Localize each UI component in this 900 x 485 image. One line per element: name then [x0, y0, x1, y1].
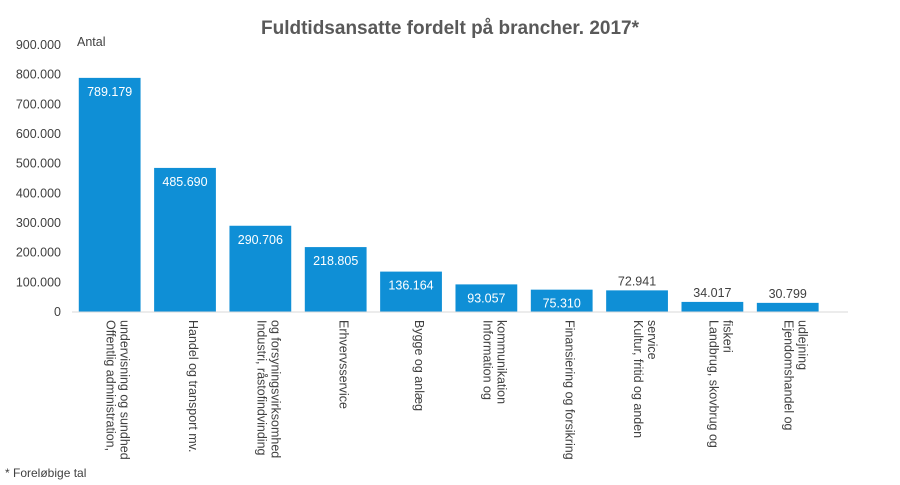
- bar: [606, 290, 668, 312]
- x-tick-label: Landbrug, skovbrug ogfiskeri: [706, 320, 734, 448]
- x-tick-label: Industri, råstofindvindingog forsyningsv…: [254, 320, 282, 458]
- y-tick-label: 0: [54, 305, 61, 319]
- bar: [380, 271, 442, 312]
- x-axis-categories: Offentlig administration,undervisning og…: [104, 320, 810, 460]
- bar: [455, 284, 518, 312]
- x-tick-label: Kultur, fritid og andenservice: [631, 320, 659, 438]
- y-tick-label: 500.000: [16, 157, 61, 171]
- y-tick-label: 800.000: [16, 68, 61, 82]
- x-tick-label: Ejendomshandel ogudlejning: [782, 320, 810, 431]
- x-tick-label: Erhvervsservice: [337, 320, 351, 409]
- bar: [681, 301, 744, 312]
- y-tick-label: 100.000: [16, 275, 61, 289]
- y-tick-label: 400.000: [16, 186, 61, 200]
- y-tick-label: 200.000: [16, 246, 61, 260]
- y-axis-unit-label: Antal: [77, 35, 106, 49]
- bar: [78, 77, 141, 313]
- x-tick-label: Information ogkommunikation: [480, 320, 508, 404]
- data-label: 34.017: [693, 286, 731, 300]
- y-tick-label: 600.000: [16, 127, 61, 141]
- data-label: 290.706: [238, 233, 283, 247]
- bar: [530, 289, 593, 312]
- y-tick-label: 900.000: [16, 38, 61, 52]
- x-tick-label: Offentlig administration,undervisning og…: [104, 320, 132, 460]
- data-label: 136.164: [388, 279, 433, 293]
- data-label: 93.057: [467, 291, 505, 305]
- data-label: 789.179: [87, 85, 132, 99]
- bar: [229, 225, 292, 312]
- bars-group: 789.179 485.690 290.706 218.805 136.164 93.05…: [78, 77, 819, 313]
- footnote: * Foreløbige tal: [5, 466, 86, 480]
- data-label: 30.799: [769, 287, 807, 301]
- x-tick-label: Handel og transport mv.: [186, 320, 200, 452]
- data-label: 72.941: [618, 274, 656, 288]
- x-tick-label: Finansiering og forsikring: [563, 320, 577, 460]
- bar: [304, 247, 367, 312]
- bar: [154, 167, 216, 312]
- chart-title: Fuldtidsansatte fordelt på brancher. 201…: [261, 18, 640, 39]
- bar: [756, 302, 819, 312]
- data-label: 218.805: [313, 254, 358, 268]
- y-tick-label: 300.000: [16, 216, 61, 230]
- data-label: 75.310: [543, 297, 581, 311]
- data-label: 485.690: [162, 175, 207, 189]
- x-tick-label: Bygge og anlæg: [412, 320, 426, 411]
- y-axis: 0 100.000 200.000 300.000 400.000 500.000 600.…: [16, 38, 61, 319]
- y-tick-label: 700.000: [16, 97, 61, 111]
